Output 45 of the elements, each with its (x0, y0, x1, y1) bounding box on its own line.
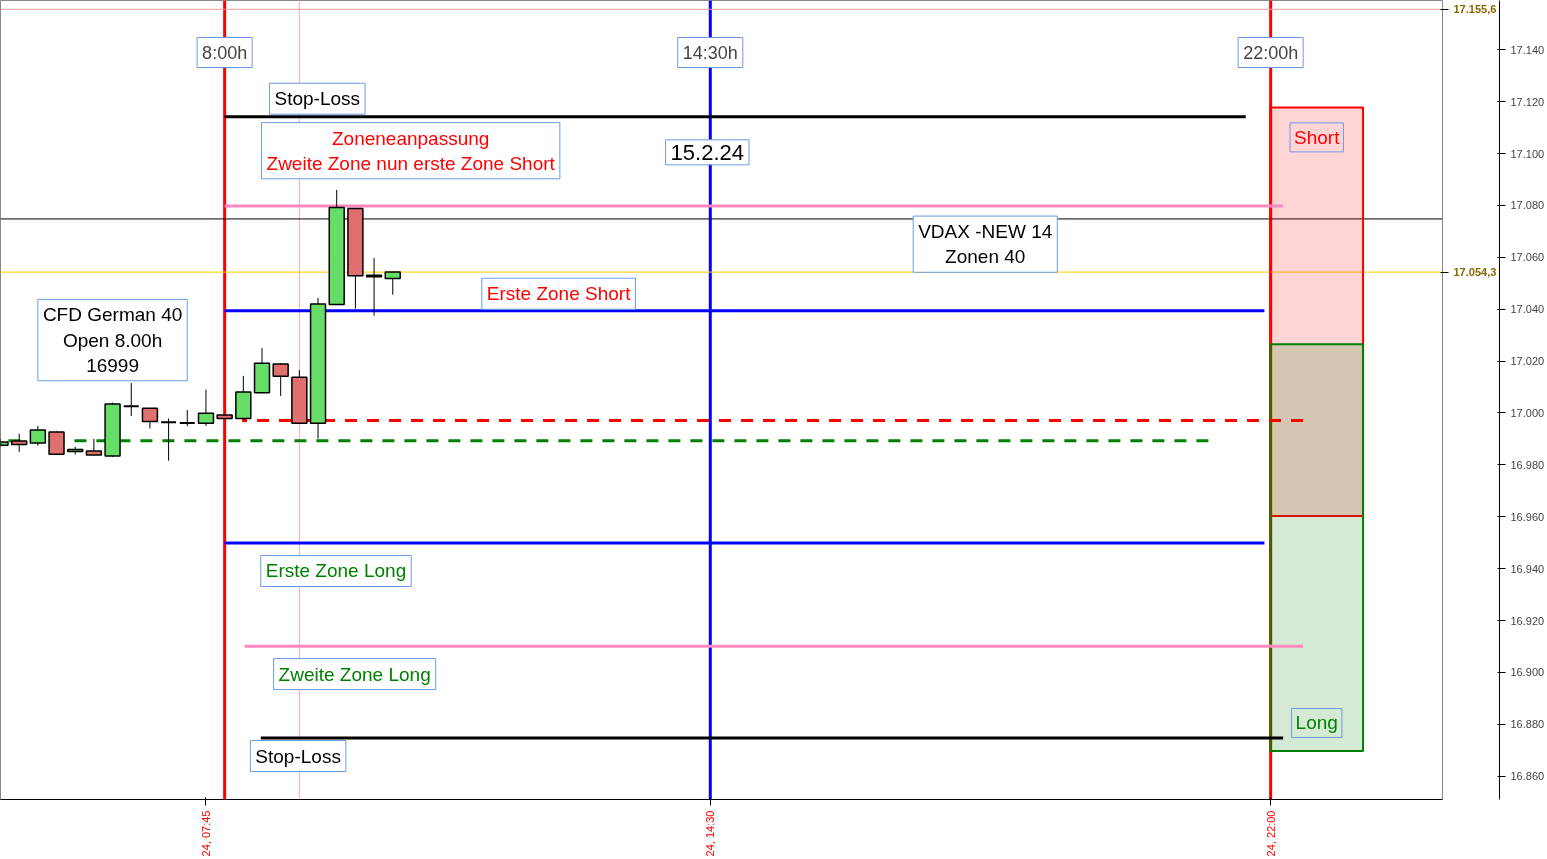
candlestick (85, 438, 103, 457)
ref-line-label: 8:00h (202, 42, 248, 63)
candlestick (272, 362, 289, 397)
annotation: Zweite Zone Long (278, 663, 431, 685)
x-tick-label: 24, 22:00 (1264, 810, 1277, 857)
annotation: Erste Zone Long (265, 560, 407, 582)
y-tick-label: 17.080 (1510, 199, 1545, 212)
candlestick (365, 257, 383, 317)
ref-line-label: 17.155,6 (1453, 3, 1497, 16)
series-label: Stop-Loss (255, 745, 341, 767)
y-tick-label: 16.880 (1510, 718, 1545, 731)
y-tick-label: 16.960 (1510, 510, 1545, 523)
y-tick-label: 17.140 (1510, 43, 1545, 56)
y-tick-label: 16.980 (1510, 458, 1545, 471)
y-tick-label: 17.020 (1510, 355, 1545, 368)
candlestick (384, 271, 401, 296)
annotation: 15.2.24 (670, 139, 745, 165)
annotation: VDAX -NEW 14 Zonen 40 (918, 221, 1053, 268)
candlestick (141, 407, 159, 430)
annotation: Erste Zone Short (486, 283, 632, 305)
series-label: Stop-Loss (274, 88, 361, 110)
annotation: CFD German 40 Open 8.00h 16999 (42, 304, 183, 376)
series-label: Long (1295, 712, 1338, 734)
ref-line-label: 14:30h (682, 42, 738, 63)
y-tick-label: 16.860 (1510, 770, 1545, 783)
annotation: Zoneneanpassung Zweite Zone nun erste Zone Short (266, 127, 556, 174)
y-tick-label: 17.000 (1510, 406, 1545, 419)
y-tick-label: 17.060 (1510, 251, 1545, 264)
y-tick-label: 17.120 (1510, 95, 1545, 108)
y-tick-label: 16.900 (1510, 666, 1545, 679)
x-tick-label: 24, 07:45 (199, 810, 212, 857)
candlestick (29, 425, 47, 447)
series-label: Short (1294, 126, 1341, 148)
y-tick-label: 16.940 (1510, 562, 1545, 575)
candlestick (160, 417, 178, 462)
candlestick (197, 389, 215, 427)
y-tick-label: 17.040 (1510, 303, 1545, 316)
y-tick-label: 16.920 (1510, 614, 1545, 627)
ref-line-label: 17.054,3 (1453, 266, 1497, 279)
candlestick (122, 382, 140, 417)
ref-line-label: 22:00h (1243, 42, 1299, 63)
x-tick-label: 24, 14:30 (704, 810, 717, 857)
y-tick-label: 17.100 (1510, 147, 1545, 160)
candlestick (10, 433, 28, 453)
candlestick (48, 430, 65, 455)
